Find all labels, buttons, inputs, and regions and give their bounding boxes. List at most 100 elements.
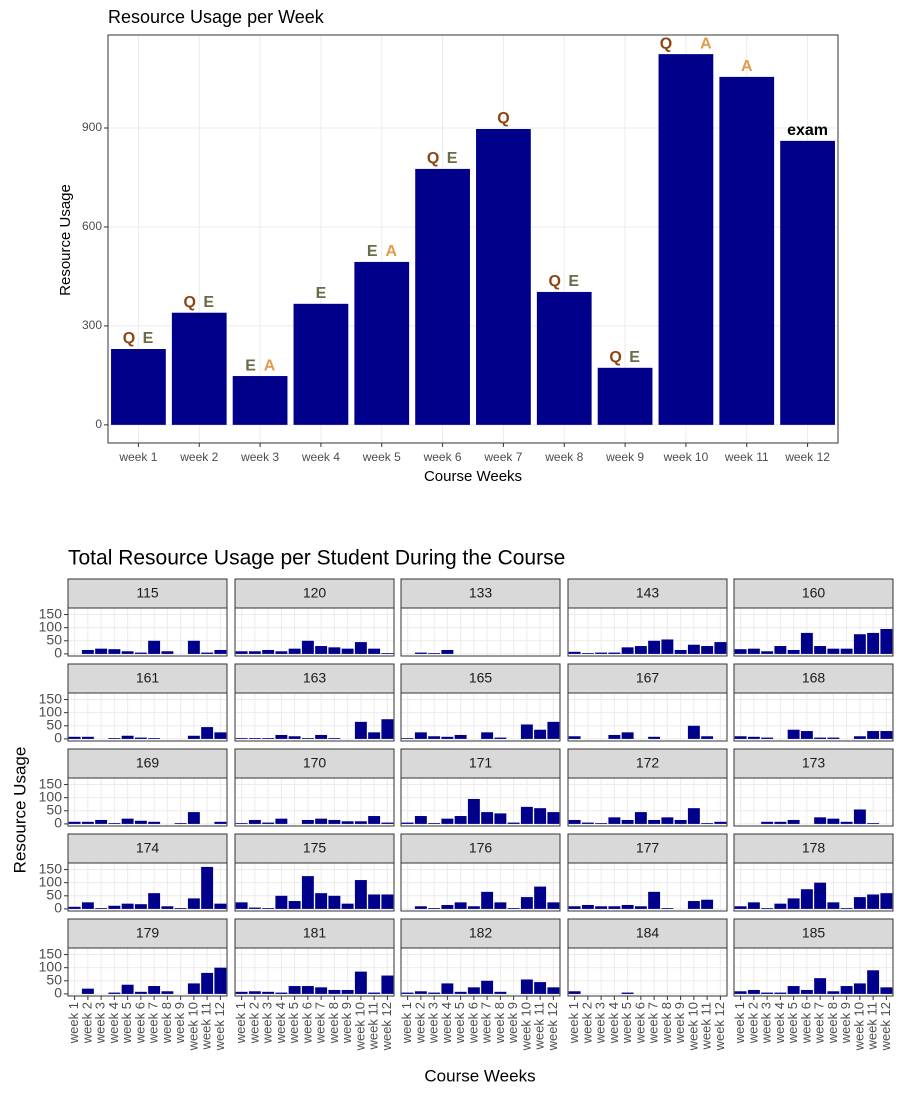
x-tick-label: week 4 xyxy=(273,1002,288,1044)
bar xyxy=(315,987,328,994)
x-tick-label: week 2 xyxy=(745,1002,760,1044)
bar xyxy=(734,906,747,909)
panel-background xyxy=(68,778,227,826)
strip-label: 120 xyxy=(303,585,327,601)
x-axis-label: Course Weeks xyxy=(424,468,522,485)
bar xyxy=(428,823,441,824)
bar xyxy=(634,646,647,654)
x-tick-label: week 7 xyxy=(483,450,522,464)
x-tick-label: week 12 xyxy=(878,1002,893,1051)
bar xyxy=(381,975,394,994)
panel-border xyxy=(400,777,561,827)
bar xyxy=(301,819,314,824)
x-tick-label: week 7 xyxy=(146,1002,161,1044)
strip xyxy=(400,833,561,864)
panel-border xyxy=(567,947,728,997)
panel-border xyxy=(733,777,894,827)
bar xyxy=(454,734,467,739)
panel-background xyxy=(568,863,727,911)
panel-background xyxy=(401,948,560,996)
bar xyxy=(747,902,760,909)
bar xyxy=(648,640,661,654)
bar xyxy=(827,991,840,994)
bar xyxy=(275,818,288,824)
panel-border xyxy=(733,947,894,997)
y-tick-label: 50 xyxy=(46,971,62,987)
bar xyxy=(534,886,547,909)
bar xyxy=(315,646,328,654)
panel-background xyxy=(108,35,838,443)
bar xyxy=(827,648,840,654)
bar xyxy=(597,367,653,425)
bar xyxy=(774,821,787,824)
bar xyxy=(608,734,621,739)
strip-label: 171 xyxy=(469,755,493,771)
bar xyxy=(214,821,227,824)
x-tick-label: week 3 xyxy=(260,1002,275,1044)
panel-background xyxy=(235,778,394,826)
bar-annotation: Q xyxy=(497,110,509,127)
bar xyxy=(595,823,608,824)
strip-label: 163 xyxy=(303,670,327,686)
x-tick-label: week 5 xyxy=(286,1002,301,1044)
bar-annotation: Q xyxy=(123,330,135,347)
bar xyxy=(774,646,787,654)
bar xyxy=(301,876,314,909)
x-tick-label: week 1 xyxy=(399,1002,414,1044)
bar xyxy=(354,642,367,654)
bar xyxy=(381,653,394,654)
strip xyxy=(567,833,728,864)
bar xyxy=(95,819,108,824)
bar xyxy=(734,991,747,994)
strip xyxy=(67,833,228,864)
bar xyxy=(467,798,480,824)
y-tick-label: 50 xyxy=(46,631,62,647)
bar xyxy=(341,903,354,909)
panel-background xyxy=(734,693,893,741)
bar xyxy=(341,821,354,824)
strip-label: 167 xyxy=(636,670,660,686)
bar xyxy=(134,904,147,909)
panel-border xyxy=(567,692,728,742)
bar-annotation: E xyxy=(143,330,154,347)
bar xyxy=(235,991,248,994)
x-tick-label: week 4 xyxy=(606,1002,621,1044)
bar xyxy=(262,822,275,824)
x-tick-label: week 6 xyxy=(299,1002,314,1044)
bar xyxy=(201,972,214,994)
x-tick-label: week 2 xyxy=(179,450,218,464)
strip xyxy=(567,578,728,609)
bar xyxy=(701,823,714,824)
bar xyxy=(481,812,494,824)
bar xyxy=(214,967,227,994)
bar-annotation: Q xyxy=(549,273,561,290)
bar xyxy=(481,980,494,994)
bar-annotation: E xyxy=(568,273,579,290)
bar-annotation: E xyxy=(447,150,458,167)
x-axis-label: Course Weeks xyxy=(424,1066,535,1085)
bar xyxy=(774,903,787,909)
bar xyxy=(880,893,893,909)
chart-title: Resource Usage per Week xyxy=(108,7,325,27)
x-tick-label: week 2 xyxy=(246,1002,261,1044)
strip xyxy=(67,748,228,779)
bar xyxy=(368,894,381,909)
y-tick-label: 0 xyxy=(54,985,62,1001)
panel-background xyxy=(734,778,893,826)
bar xyxy=(454,902,467,909)
x-tick-label: week 6 xyxy=(465,1002,480,1044)
strip xyxy=(400,748,561,779)
bar xyxy=(787,819,800,824)
bar xyxy=(674,819,687,824)
bar-annotation: A xyxy=(700,35,712,52)
bar xyxy=(328,819,341,824)
panel-background xyxy=(734,948,893,996)
bar xyxy=(520,897,533,909)
x-tick-label: week 12 xyxy=(212,1002,227,1051)
bar xyxy=(608,817,621,824)
bar xyxy=(121,818,134,824)
panel-background xyxy=(235,948,394,996)
x-tick-label: week 11 xyxy=(699,1002,714,1050)
panel-background xyxy=(568,778,727,826)
panel-border xyxy=(67,862,228,912)
